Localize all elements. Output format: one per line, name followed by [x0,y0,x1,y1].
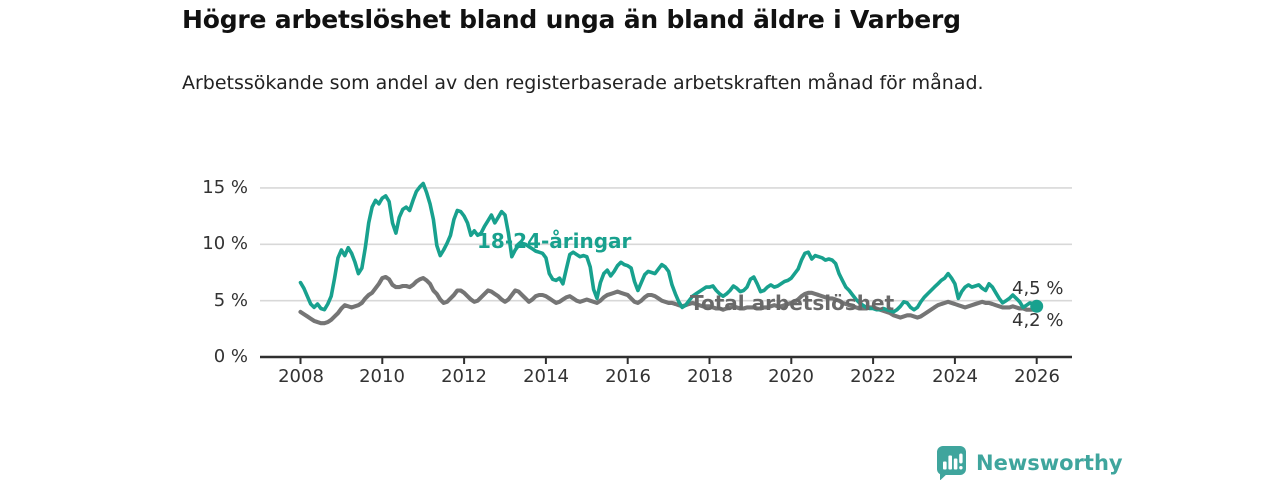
end-value-label-18-24: 4,5 % [1012,278,1064,299]
y-axis-tick-label: 10 % [202,233,248,254]
x-axis-tick-label: 2022 [850,366,896,387]
page-title: Högre arbetslöshet bland unga än bland ä… [182,5,961,34]
series-line-total [298,274,1039,326]
x-axis-tick-label: 2012 [441,366,487,387]
x-axis-tick-label: 2020 [768,366,814,387]
x-axis-tick-label: 2018 [687,366,733,387]
series-end-dot [1030,299,1044,313]
x-axis-tick-label: 2008 [278,366,324,387]
x-axis-tick-label: 2024 [932,366,978,387]
brand-name: Newsworthy [976,451,1123,475]
chart-subtitle: Arbetssökande som andel av den registerb… [182,72,984,94]
series-label-18-24: 18-24-åringar [477,229,632,253]
series-label-total: Total arbetslöshet [690,291,895,315]
y-axis-tick-label: 15 % [202,177,248,198]
end-value-label-total: 4,2 % [1012,310,1064,331]
y-axis-tick-label: 0 % [213,346,248,367]
newsworthy-logo-icon [937,446,966,480]
brand-footer: Newsworthy [936,445,1123,480]
x-axis-tick-label: 2014 [523,366,569,387]
x-axis-tick-label: 2016 [605,366,651,387]
series-line-18-24 [298,181,1039,314]
x-axis-tick-label: 2026 [1014,366,1060,387]
x-axis-tick-label: 2010 [359,366,405,387]
y-axis-tick-label: 5 % [213,290,248,311]
